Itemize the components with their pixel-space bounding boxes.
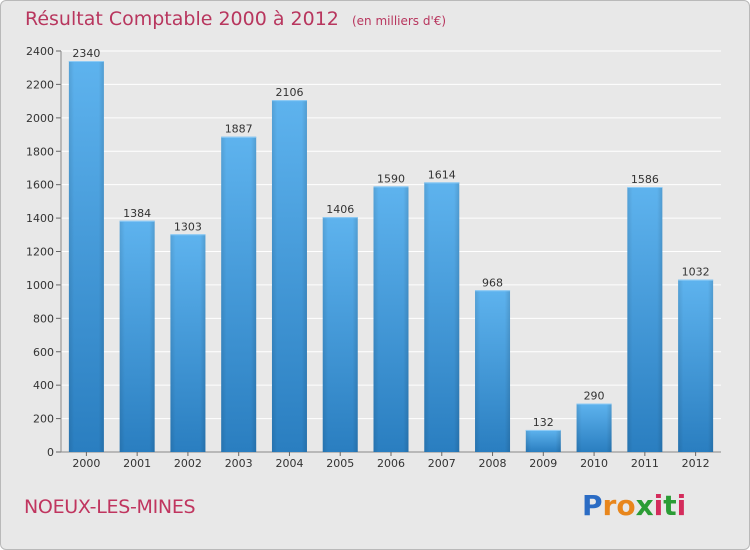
y-tick-label: 200	[33, 413, 54, 426]
y-tick-label: 0	[47, 446, 54, 459]
logo-letter: i	[676, 489, 687, 522]
chart-title: Résultat Comptable 2000 à 2012	[25, 8, 339, 30]
x-tick-label-2005: 2005	[326, 457, 354, 470]
logo-letter: o	[616, 489, 636, 522]
data-label-2008: 968	[482, 276, 503, 289]
logo-letter: x	[635, 489, 654, 522]
data-label-2006: 1590	[377, 172, 405, 185]
x-tick-label-2011: 2011	[631, 457, 659, 470]
x-tick-label-2001: 2001	[123, 457, 151, 470]
logo-letter: P	[582, 489, 603, 522]
y-tick-label: 800	[33, 312, 54, 325]
x-tick-label-2006: 2006	[377, 457, 405, 470]
logo-letter: i	[653, 489, 664, 522]
y-tick-label: 1000	[26, 279, 54, 292]
bar-shade-2012	[678, 279, 714, 452]
x-tick-label-2002: 2002	[174, 457, 202, 470]
bar-shade-2009	[525, 429, 561, 452]
y-tick-label: 1400	[26, 212, 54, 225]
data-label-2003: 1887	[225, 123, 253, 136]
bar-shade-2010	[576, 403, 612, 452]
y-tick-label: 2000	[26, 112, 54, 125]
x-tick-label-2003: 2003	[225, 457, 253, 470]
x-tick-label-2008: 2008	[479, 457, 507, 470]
x-tick-label-2012: 2012	[682, 457, 710, 470]
commune-name: NOEUX-LES-MINES	[24, 496, 196, 518]
bar-shade-2008	[475, 290, 511, 452]
chart-title-block: Résultat Comptable 2000 à 2012 (en milli…	[25, 8, 446, 30]
y-tick-label: 1200	[26, 246, 54, 259]
y-tick-label: 1600	[26, 179, 54, 192]
x-tick-label-2010: 2010	[580, 457, 608, 470]
bar-shade-2005	[322, 217, 358, 452]
proxiti-logo: Proxiti	[582, 489, 686, 522]
data-label-2000: 2340	[72, 47, 100, 60]
y-tick-label: 1800	[26, 145, 54, 158]
x-tick-label-2004: 2004	[275, 457, 303, 470]
data-label-2012: 1032	[682, 266, 710, 279]
data-label-2001: 1384	[123, 207, 151, 220]
data-label-2007: 1614	[428, 168, 456, 181]
x-tick-label-2007: 2007	[428, 457, 456, 470]
data-label-2005: 1406	[326, 203, 354, 216]
bar-shade-2000	[68, 61, 104, 453]
bar-shade-2002	[170, 234, 206, 452]
y-tick-label: 2400	[26, 45, 54, 58]
data-label-2010: 290	[584, 390, 605, 403]
y-tick-label: 2200	[26, 78, 54, 91]
chart-subtitle: (en milliers d'€)	[351, 14, 447, 28]
data-label-2009: 132	[533, 416, 554, 429]
bar-shade-2011	[627, 187, 663, 452]
y-tick-label: 400	[33, 379, 54, 392]
data-label-2011: 1586	[631, 173, 659, 186]
bar-shade-2001	[119, 220, 155, 452]
bar-shade-2004	[271, 100, 307, 452]
data-label-2004: 2106	[275, 86, 303, 99]
bar-shade-2007	[424, 182, 460, 452]
data-label-2002: 1303	[174, 220, 202, 233]
bar-shade-2003	[221, 136, 257, 452]
y-tick-label: 600	[33, 346, 54, 359]
bar-shade-2006	[373, 186, 409, 452]
logo-letter: r	[602, 489, 617, 522]
x-tick-label-2000: 2000	[72, 457, 100, 470]
logo-letter: t	[663, 489, 677, 522]
x-tick-label-2009: 2009	[529, 457, 557, 470]
